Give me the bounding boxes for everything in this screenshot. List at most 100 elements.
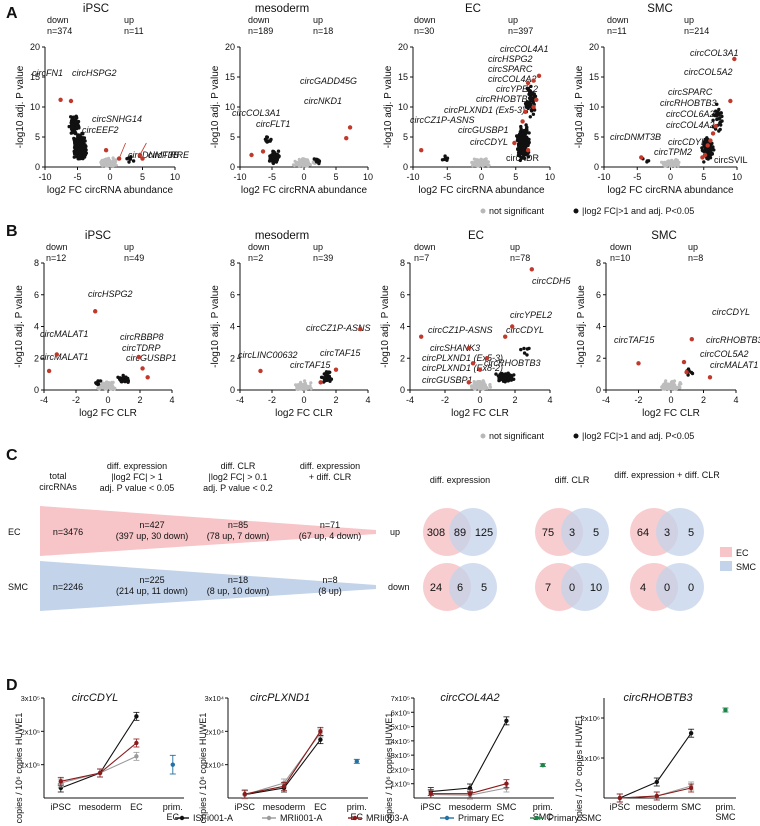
point xyxy=(106,159,110,163)
series-point xyxy=(242,791,247,797)
gene-label: circGUSBP1 xyxy=(458,125,509,135)
point xyxy=(660,160,664,164)
highlight-point xyxy=(684,370,689,375)
venn-smc-circle xyxy=(449,563,497,611)
point xyxy=(525,136,529,140)
series-point xyxy=(467,791,473,796)
legend-sig-label: |log2 FC|>1 and adj. P<0.05 xyxy=(582,206,694,216)
point xyxy=(327,377,332,381)
point xyxy=(100,164,105,168)
point xyxy=(502,372,506,376)
y-tick-label: 0 xyxy=(594,162,599,172)
header-both: + diff. CLR xyxy=(309,472,352,482)
x-tick-label: -2 xyxy=(268,395,276,405)
y-tick-label: 6 xyxy=(230,290,235,300)
y-tick-label: 0 xyxy=(230,162,235,172)
y-axis-label: -log10 adj. P value xyxy=(574,65,585,148)
point xyxy=(70,124,74,128)
header-both: diff. expression xyxy=(300,461,360,471)
down-label: down xyxy=(248,242,270,252)
point xyxy=(519,347,523,352)
highlight-point xyxy=(258,368,263,374)
point xyxy=(474,158,478,162)
x-tick-label: prim. xyxy=(715,802,735,812)
gene-label: circRHOBTB3 xyxy=(706,335,760,345)
y-tick-label: 1x10⁵ xyxy=(391,780,410,789)
venn-count: 4 xyxy=(640,582,646,594)
series-line xyxy=(60,742,137,782)
point xyxy=(516,136,520,140)
legend-ns-marker xyxy=(480,208,486,214)
point xyxy=(522,346,526,351)
down-label: down xyxy=(248,15,270,25)
point xyxy=(76,141,80,145)
point xyxy=(73,131,78,136)
x-tick-label: 5 xyxy=(140,172,145,182)
x-tick-label: -2 xyxy=(441,395,449,405)
point xyxy=(533,94,538,99)
highlight-point xyxy=(466,380,471,385)
y-tick-label: 15 xyxy=(589,72,599,82)
highlight-point xyxy=(470,361,476,366)
point xyxy=(677,383,682,387)
x-tick-label: -10 xyxy=(597,172,610,182)
point xyxy=(131,159,136,163)
point xyxy=(268,139,272,143)
point xyxy=(711,118,715,123)
legend-label: ISFi001-A xyxy=(193,813,233,823)
gene-label: circYPEL2 xyxy=(496,84,538,94)
point xyxy=(82,137,86,141)
point xyxy=(293,159,297,163)
series-point xyxy=(467,785,473,791)
point xyxy=(315,160,319,164)
legend-sig-marker xyxy=(573,208,579,214)
point xyxy=(710,145,715,149)
x-tick-label: mesoderm xyxy=(263,802,306,812)
point xyxy=(520,156,524,160)
point xyxy=(678,385,682,390)
gene-label: circTAF15 xyxy=(290,360,331,370)
ec-both: n=71 xyxy=(320,520,340,530)
highlight-point xyxy=(249,152,254,158)
x-tick-label: 0 xyxy=(105,395,110,405)
point xyxy=(720,114,724,119)
point xyxy=(522,351,527,355)
up-count: n=39 xyxy=(313,253,333,263)
legend-smc-label: SMC xyxy=(736,562,757,572)
y-tick-label: 0 xyxy=(34,385,39,395)
x-tick-label: 4 xyxy=(547,395,552,405)
point xyxy=(111,380,115,384)
x-tick-label: -5 xyxy=(633,172,641,182)
point xyxy=(527,346,531,351)
point xyxy=(83,153,88,157)
legend-label: MRIi001-A xyxy=(280,813,323,823)
point xyxy=(519,124,523,129)
x-tick-label: -10 xyxy=(406,172,419,182)
highlight-point xyxy=(710,131,716,136)
point xyxy=(503,379,507,383)
gene-label: circCDH5 xyxy=(532,276,571,286)
point xyxy=(300,385,304,389)
point xyxy=(645,160,649,164)
point xyxy=(486,160,490,164)
funnel-smc xyxy=(40,561,376,611)
gene-label: circCOL5A2 xyxy=(700,349,749,359)
x-tick-label: 5 xyxy=(701,172,706,182)
gene-label: circCOL4A2 xyxy=(488,74,537,84)
x-tick-label: 0 xyxy=(668,172,673,182)
plot-title: mesoderm xyxy=(255,230,309,242)
legend-marker xyxy=(266,815,272,821)
x-tick-label: prim. xyxy=(347,802,367,812)
point xyxy=(78,142,83,146)
gene-label: circTPM2 xyxy=(654,147,692,157)
x-tick-label: prim. xyxy=(533,802,553,812)
point xyxy=(264,139,268,143)
venn-smc-circle xyxy=(656,508,704,556)
x-tick-label: 0 xyxy=(668,395,673,405)
y-tick-label: 5 xyxy=(35,132,40,142)
point xyxy=(520,143,524,147)
legend-smc-swatch xyxy=(720,561,732,571)
y-tick-label: 5 xyxy=(230,132,235,142)
row-smc-label: SMC xyxy=(8,582,29,592)
